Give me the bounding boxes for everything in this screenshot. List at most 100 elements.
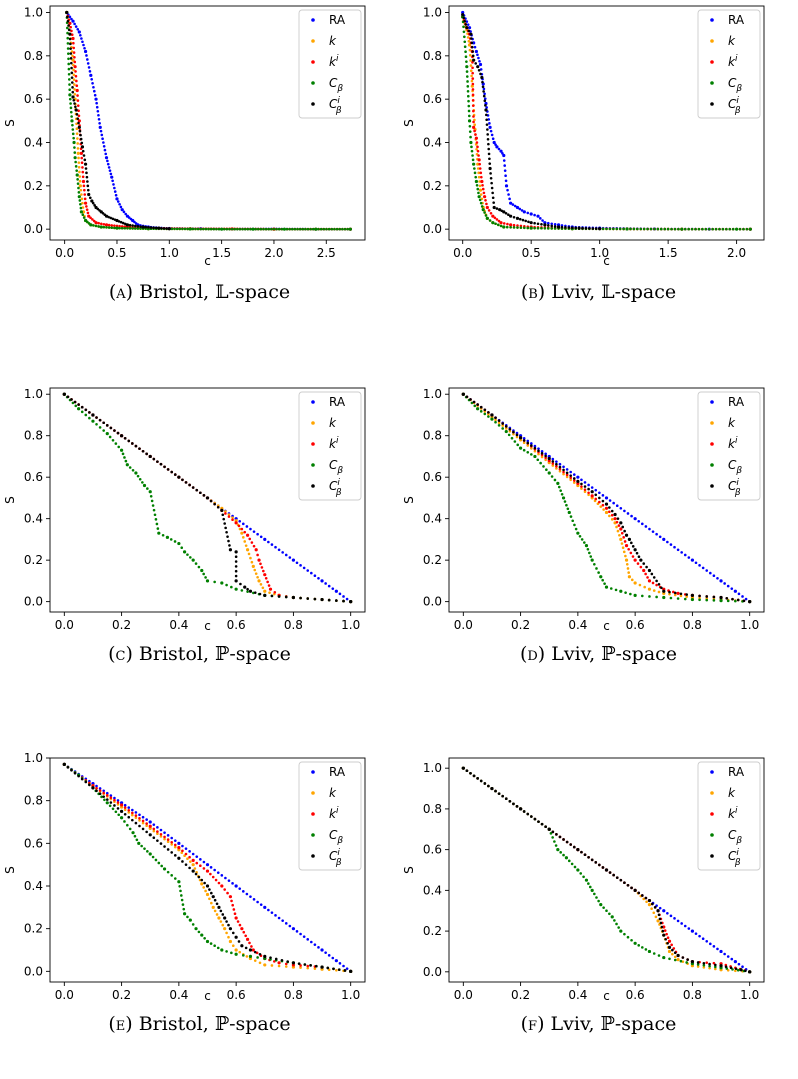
data-point-dense (512, 430, 515, 434)
data-point-dense (698, 594, 701, 598)
data-point-dense (118, 226, 121, 230)
data-point-dense (234, 565, 238, 568)
data-point-dense (618, 533, 621, 537)
data-point-dense (657, 583, 661, 586)
data-point-dense (71, 123, 74, 127)
data-point-dense (500, 209, 504, 213)
data-point-dense (503, 169, 507, 172)
data-point-dense (342, 595, 345, 598)
data-point-dense (533, 817, 537, 821)
data-point-dense (313, 597, 317, 601)
data-point-dense (473, 118, 476, 122)
data-point-dense (91, 782, 95, 785)
data-point-dense (75, 79, 78, 83)
data-point-dense (524, 219, 527, 223)
data-point-dense (320, 965, 324, 969)
data-point-dense (131, 811, 134, 815)
legend-marker-ki (710, 60, 714, 64)
data-point-dense (512, 226, 516, 229)
caption-c: (c) Bristol, ℙ-space (0, 643, 399, 665)
data-point-dense (648, 527, 651, 531)
data-point-dense (114, 810, 118, 814)
data-point-dense (664, 937, 667, 941)
data-point-dense (105, 214, 108, 218)
data-point-dense (491, 214, 495, 218)
data-point-dense (557, 485, 561, 489)
data-point-dense (71, 81, 74, 84)
data-point-dense (696, 961, 700, 964)
y-tick-label: 0.8 (24, 429, 43, 443)
data-point-dense (156, 830, 159, 833)
data-point-dense (704, 227, 708, 231)
data-point-dense (477, 154, 480, 157)
data-point-dense (546, 224, 550, 227)
legend-label-ra: RA (728, 13, 745, 27)
data-point-dense (240, 944, 244, 948)
data-point-dense (181, 227, 184, 231)
data-point-dense (173, 227, 176, 231)
data-point-dense (141, 481, 144, 484)
x-tick-label: 0.6 (626, 988, 645, 1002)
data-point-dense (79, 184, 82, 188)
data-point-dense (117, 813, 121, 817)
data-point-dense (639, 558, 643, 562)
data-point-dense (159, 828, 163, 832)
data-point-dense (222, 227, 226, 231)
data-point-dense (658, 906, 662, 910)
data-point-dense (493, 216, 497, 220)
data-point-dense (74, 105, 77, 109)
data-point-dense (195, 855, 199, 858)
data-point-dense (593, 563, 596, 566)
caption-d-tag: (d) (519, 643, 546, 665)
data-point-dense (306, 964, 310, 968)
data-point-dense (69, 52, 73, 55)
data-point-dense (186, 553, 189, 556)
data-point-dense (650, 907, 653, 910)
data-point-dense (558, 469, 562, 473)
data-point-dense (345, 597, 349, 601)
data-point-dense (721, 227, 725, 231)
data-point-dense (96, 109, 100, 113)
data-point-dense (479, 405, 483, 409)
y-tick-label: 0.0 (423, 595, 442, 609)
data-point-dense (327, 227, 331, 231)
data-point-dense (707, 227, 711, 231)
data-point-dense (250, 560, 254, 564)
data-point-dense (540, 222, 543, 226)
data-point-dense (716, 947, 719, 951)
data-point-dense (195, 861, 199, 865)
data-point-dense (605, 227, 608, 231)
data-point-dense (691, 594, 694, 597)
data-point-dense (131, 813, 134, 817)
data-point-dense (102, 791, 105, 795)
caption-b: (b) Lviv, 𝕃-space (399, 281, 798, 303)
data-point-dense (209, 866, 213, 869)
y-axis-label: S (3, 496, 17, 504)
data-point-dense (253, 591, 257, 594)
data-point-dense (726, 955, 730, 958)
data-point-dense (615, 520, 619, 524)
data-point-dense (67, 72, 71, 76)
data-point-dense (687, 556, 691, 559)
data-point-dense (676, 597, 680, 600)
data-point-dense (127, 815, 131, 819)
data-point-dense (670, 227, 673, 231)
data-point-dense (94, 221, 98, 224)
data-point-dense (601, 578, 604, 582)
data-point-dense (491, 196, 495, 200)
data-point-dense (617, 926, 620, 929)
data-point-dense (714, 227, 718, 231)
data-point-dense (615, 876, 619, 879)
data-point-dense (181, 844, 184, 848)
data-point-dense (95, 105, 99, 109)
data-point-dense (668, 590, 671, 594)
series-cbi (62, 762, 353, 973)
data-point-dense (298, 227, 302, 231)
data-point-dense (683, 227, 687, 231)
data-point-dense (512, 215, 516, 219)
data-point-dense (683, 597, 687, 601)
data-point-dense (487, 411, 490, 414)
data-point-dense (224, 876, 227, 880)
data-point-dense (108, 169, 112, 172)
